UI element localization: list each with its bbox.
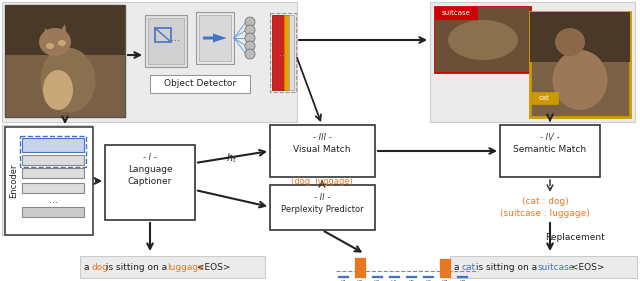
FancyBboxPatch shape — [148, 18, 184, 64]
Text: t8: t8 — [460, 280, 466, 281]
Text: (cat : dog): (cat : dog) — [522, 198, 568, 207]
FancyBboxPatch shape — [196, 12, 234, 64]
FancyArrow shape — [203, 33, 227, 42]
Ellipse shape — [40, 47, 95, 112]
FancyBboxPatch shape — [338, 276, 349, 278]
FancyBboxPatch shape — [145, 15, 187, 67]
Ellipse shape — [46, 43, 54, 49]
Ellipse shape — [58, 40, 66, 46]
Text: (dog  luggage): (dog luggage) — [291, 178, 353, 187]
Text: <EOS>: <EOS> — [568, 262, 605, 271]
FancyBboxPatch shape — [22, 183, 84, 193]
FancyBboxPatch shape — [389, 276, 400, 278]
FancyBboxPatch shape — [457, 276, 468, 278]
Text: ...: ... — [49, 195, 58, 205]
Text: Encoder: Encoder — [10, 164, 19, 198]
Text: ...: ... — [172, 33, 180, 43]
FancyBboxPatch shape — [289, 15, 294, 90]
Text: (suitcase : luggage): (suitcase : luggage) — [500, 209, 590, 217]
Text: Perplexity Predictor: Perplexity Predictor — [281, 205, 364, 214]
Text: a: a — [84, 262, 92, 271]
Ellipse shape — [555, 28, 585, 56]
Ellipse shape — [43, 70, 73, 110]
Text: t1: t1 — [340, 280, 347, 281]
FancyBboxPatch shape — [105, 145, 195, 220]
Text: - III -: - III - — [312, 133, 332, 142]
FancyBboxPatch shape — [435, 7, 530, 72]
FancyBboxPatch shape — [80, 256, 265, 278]
FancyBboxPatch shape — [199, 15, 231, 61]
Ellipse shape — [448, 20, 518, 60]
Text: Replacement: Replacement — [545, 234, 605, 243]
FancyBboxPatch shape — [270, 125, 375, 177]
FancyBboxPatch shape — [272, 15, 284, 90]
FancyBboxPatch shape — [430, 2, 635, 122]
Text: cat: cat — [461, 262, 476, 271]
FancyBboxPatch shape — [435, 7, 530, 72]
FancyBboxPatch shape — [284, 15, 289, 90]
FancyBboxPatch shape — [22, 155, 84, 165]
Text: t2: t2 — [357, 280, 364, 281]
FancyBboxPatch shape — [2, 125, 92, 235]
FancyBboxPatch shape — [355, 258, 366, 278]
Text: <EOS>: <EOS> — [194, 262, 230, 271]
FancyBboxPatch shape — [372, 276, 383, 278]
Text: t7: t7 — [442, 280, 449, 281]
FancyBboxPatch shape — [22, 207, 84, 217]
Text: t4: t4 — [391, 280, 397, 281]
Text: t3: t3 — [374, 280, 381, 281]
FancyBboxPatch shape — [22, 168, 84, 178]
Text: - IV -: - IV - — [540, 133, 560, 142]
Text: suitcase: suitcase — [538, 262, 575, 271]
FancyBboxPatch shape — [406, 276, 417, 278]
FancyBboxPatch shape — [2, 2, 297, 122]
Text: Visual Match: Visual Match — [293, 146, 351, 155]
Ellipse shape — [552, 50, 607, 110]
Text: dog: dog — [92, 262, 109, 271]
Text: - I -: - I - — [143, 153, 157, 162]
FancyBboxPatch shape — [435, 7, 477, 19]
FancyBboxPatch shape — [5, 5, 125, 55]
Text: luggage: luggage — [168, 262, 204, 271]
Circle shape — [245, 49, 255, 59]
Circle shape — [245, 33, 255, 43]
Text: suitcase: suitcase — [442, 10, 470, 16]
Text: ...: ... — [278, 48, 287, 58]
Text: - II -: - II - — [314, 192, 330, 201]
FancyBboxPatch shape — [270, 185, 375, 230]
FancyBboxPatch shape — [530, 12, 630, 117]
Text: t6: t6 — [426, 280, 432, 281]
FancyBboxPatch shape — [500, 125, 600, 177]
Text: Object Detector: Object Detector — [164, 80, 236, 89]
Polygon shape — [43, 28, 54, 42]
Text: cat: cat — [539, 95, 549, 101]
Text: is sitting on a: is sitting on a — [103, 262, 170, 271]
Polygon shape — [57, 24, 67, 37]
FancyBboxPatch shape — [5, 127, 93, 235]
FancyBboxPatch shape — [5, 5, 125, 117]
FancyBboxPatch shape — [530, 92, 558, 104]
Text: Language: Language — [128, 166, 172, 175]
Circle shape — [245, 17, 255, 27]
FancyBboxPatch shape — [150, 75, 250, 93]
FancyBboxPatch shape — [22, 138, 84, 152]
Text: $h_t$: $h_t$ — [227, 151, 237, 165]
Text: Captioner: Captioner — [128, 176, 172, 185]
Text: is sitting on a: is sitting on a — [473, 262, 540, 271]
Ellipse shape — [39, 28, 71, 56]
FancyBboxPatch shape — [423, 276, 434, 278]
FancyBboxPatch shape — [450, 256, 637, 278]
FancyBboxPatch shape — [440, 259, 451, 278]
FancyBboxPatch shape — [530, 12, 630, 62]
Circle shape — [245, 41, 255, 51]
Text: a: a — [454, 262, 462, 271]
Text: Semantic Match: Semantic Match — [513, 146, 587, 155]
Circle shape — [245, 25, 255, 35]
Text: t5: t5 — [408, 280, 415, 281]
